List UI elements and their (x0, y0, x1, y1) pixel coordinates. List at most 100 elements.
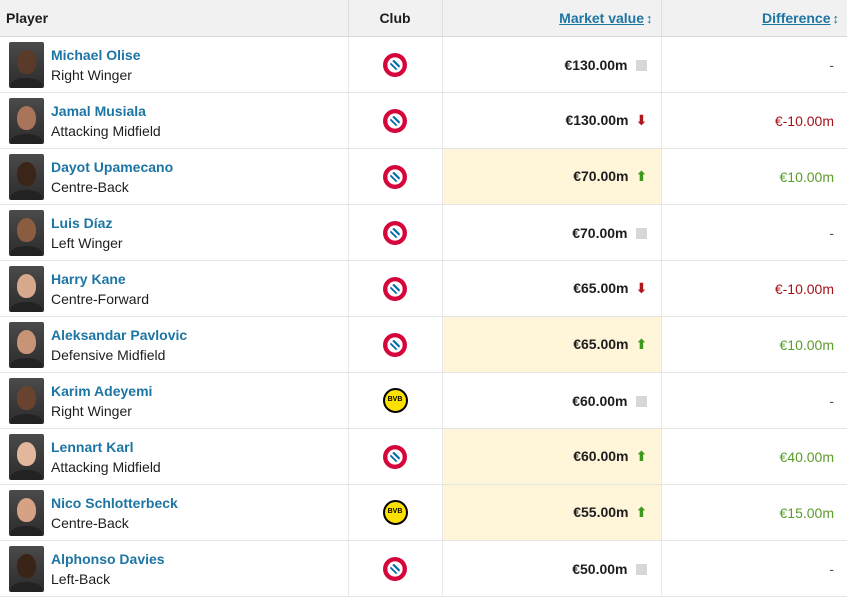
sort-difference-link[interactable]: Difference (762, 10, 831, 26)
difference-cell: €10.00m (661, 148, 847, 205)
player-position: Right Winger (51, 402, 132, 419)
trend-unchanged-icon (635, 228, 647, 240)
player-name-link[interactable]: Jamal Musiala (51, 102, 146, 119)
market-value-cell: €130.00m (442, 36, 662, 93)
trend-unchanged-icon (635, 60, 647, 72)
difference-value: €40.00m (779, 448, 834, 465)
player-face (17, 329, 36, 354)
player-cell: Jamal Musiala Attacking Midfield (0, 92, 349, 149)
player-name-link[interactable]: Luis Díaz (51, 214, 113, 231)
market-value-link[interactable]: €60.00m (572, 392, 628, 409)
player-photo[interactable] (9, 153, 44, 200)
difference-value: - (829, 56, 834, 73)
trend-up-arrow-icon: ⬆ (635, 168, 648, 185)
market-value-link[interactable]: €65.00m (573, 279, 629, 296)
sort-arrows-icon[interactable]: ↕ (646, 11, 653, 26)
player-shoulders (11, 413, 42, 424)
player-shoulders (11, 77, 42, 88)
player-cell: Alphonso Davies Left-Back (0, 540, 349, 597)
market-value-cell: €55.00m ⬆ (442, 484, 662, 541)
club-cell (348, 484, 443, 541)
fc-bayern-crest-icon[interactable] (383, 332, 407, 357)
player-info: Karim Adeyemi Right Winger (51, 381, 152, 421)
sort-market-value-link[interactable]: Market value (559, 10, 644, 26)
player-photo[interactable] (9, 433, 44, 480)
difference-value: €10.00m (779, 336, 834, 353)
market-value-link[interactable]: €65.00m (573, 335, 629, 352)
market-value-link[interactable]: €70.00m (573, 167, 629, 184)
player-face (17, 385, 36, 410)
player-photo[interactable] (9, 377, 44, 424)
market-value-cell: €70.00m ⬆ (442, 148, 662, 205)
player-name-link[interactable]: Nico Schlotterbeck (51, 494, 178, 511)
player-info: Harry Kane Centre-Forward (51, 269, 149, 309)
difference-cell: €-10.00m (661, 260, 847, 317)
table-row: Michael Olise Right Winger €130.00m - (0, 36, 847, 93)
player-name-link[interactable]: Alphonso Davies (51, 550, 165, 567)
market-value-cell: €50.00m (442, 540, 662, 597)
player-shoulders (11, 525, 42, 536)
player-cell: Dayot Upamecano Centre-Back (0, 148, 349, 205)
player-cell: Nico Schlotterbeck Centre-Back (0, 484, 349, 541)
table-row: Alphonso Davies Left-Back €50.00m - (0, 540, 847, 597)
player-shoulders (11, 189, 42, 200)
fc-bayern-crest-icon[interactable] (383, 164, 407, 189)
header-market-value[interactable]: Market value ↕ (442, 0, 662, 37)
player-name-link[interactable]: Aleksandar Pavlovic (51, 326, 188, 343)
player-name-link[interactable]: Dayot Upamecano (51, 158, 174, 175)
fc-bayern-crest-icon[interactable] (383, 108, 407, 133)
club-cell (348, 372, 443, 429)
player-shoulders (11, 469, 42, 480)
player-face (17, 441, 36, 466)
fc-bayern-crest-icon[interactable] (383, 444, 407, 469)
bvb-crest-icon[interactable] (382, 500, 408, 525)
player-name-link[interactable]: Lennart Karl (51, 438, 134, 455)
fc-bayern-crest-icon[interactable] (383, 276, 407, 301)
player-photo[interactable] (9, 321, 44, 368)
player-info: Aleksandar Pavlovic Defensive Midfield (51, 325, 187, 365)
difference-cell: - (661, 36, 847, 93)
sort-arrows-icon[interactable]: ↕ (832, 11, 840, 26)
player-photo[interactable] (9, 97, 44, 144)
player-name-link[interactable]: Harry Kane (51, 270, 126, 287)
player-position: Defensive Midfield (51, 346, 166, 363)
player-photo[interactable] (9, 545, 44, 592)
difference-cell: €40.00m (661, 428, 847, 485)
fc-bayern-crest-icon[interactable] (383, 220, 407, 245)
market-value-link[interactable]: €70.00m (572, 224, 628, 241)
market-value-cell: €65.00m ⬇ (442, 260, 662, 317)
player-face (17, 273, 36, 298)
market-value-link[interactable]: €50.00m (572, 560, 628, 577)
table-header-row: Player Club Market value ↕ Difference ↕ (0, 0, 847, 37)
player-name-link[interactable]: Michael Olise (51, 46, 141, 63)
bvb-crest-icon[interactable] (382, 388, 408, 413)
player-position: Left Winger (51, 234, 123, 251)
market-value-link[interactable]: €130.00m (564, 56, 628, 73)
player-photo[interactable] (9, 265, 44, 312)
player-position: Attacking Midfield (51, 122, 161, 139)
player-info: Michael Olise Right Winger (51, 45, 140, 85)
market-value-link[interactable]: €130.00m (565, 111, 629, 128)
club-cell (348, 540, 443, 597)
fc-bayern-crest-icon[interactable] (383, 52, 407, 77)
player-info: Lennart Karl Attacking Midfield (51, 437, 161, 477)
player-photo[interactable] (9, 489, 44, 536)
market-value-link[interactable]: €60.00m (573, 447, 629, 464)
market-value-cell: €65.00m ⬆ (442, 316, 662, 373)
player-face (17, 497, 36, 522)
difference-cell: €-10.00m (661, 92, 847, 149)
player-face (17, 49, 36, 74)
player-face (17, 553, 36, 578)
fc-bayern-crest-icon[interactable] (383, 556, 407, 581)
player-shoulders (11, 301, 42, 312)
table-row: Luis Díaz Left Winger €70.00m - (0, 204, 847, 261)
player-name-link[interactable]: Karim Adeyemi (51, 382, 153, 399)
player-photo[interactable] (9, 209, 44, 256)
player-cell: Michael Olise Right Winger (0, 36, 349, 93)
table-row: Dayot Upamecano Centre-Back €70.00m ⬆ €10… (0, 148, 847, 205)
player-photo[interactable] (9, 41, 44, 88)
market-value-link[interactable]: €55.00m (573, 503, 629, 520)
player-shoulders (11, 581, 42, 592)
header-difference[interactable]: Difference ↕ (661, 0, 847, 37)
table-row: Harry Kane Centre-Forward €65.00m ⬇ €-10.… (0, 260, 847, 317)
